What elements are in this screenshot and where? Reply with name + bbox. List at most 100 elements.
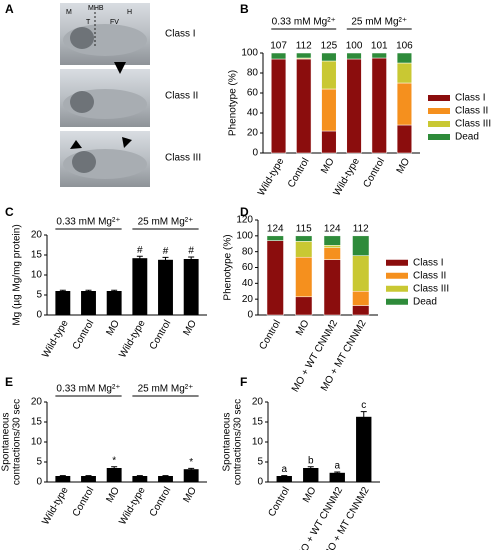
error-bar	[85, 289, 92, 292]
x-tick-label: Wild-type	[40, 485, 71, 527]
y-tick-label: 5	[36, 457, 42, 468]
y-tick-label: 60	[242, 262, 254, 273]
legend-label: Class I	[455, 93, 486, 104]
legend-swatch	[386, 285, 408, 292]
n-label: 106	[396, 41, 413, 52]
annotation: c	[361, 400, 366, 411]
y-axis-label: Spontaneous	[222, 413, 233, 472]
legend-swatch	[386, 259, 408, 266]
legend-swatch	[428, 95, 450, 101]
bar	[158, 259, 173, 315]
y-tick-label: 60	[247, 88, 259, 99]
x-tick-label: Wild-type	[256, 156, 287, 198]
error-bar	[59, 289, 66, 292]
error-bar	[111, 466, 118, 470]
bar-segment	[352, 235, 370, 256]
legend-swatch	[428, 121, 450, 127]
bar-segment	[346, 58, 362, 154]
bar-segment	[352, 255, 370, 292]
bar	[106, 468, 122, 482]
x-tick-label: Wild-type	[117, 485, 148, 527]
x-tick-label: MO	[104, 318, 122, 338]
group-label: 0.33 mM Mg²⁺	[56, 217, 120, 228]
bar-segment	[323, 245, 341, 248]
panel-label: F	[240, 375, 247, 389]
panel-label: A	[5, 2, 14, 16]
y-axis-label: Spontaneous	[1, 413, 12, 472]
bar	[183, 469, 199, 482]
y-tick-label: 15	[31, 250, 43, 261]
photo-annotation: T	[86, 19, 91, 26]
error-bar	[307, 466, 314, 470]
n-label: 112	[296, 41, 312, 52]
bar	[81, 476, 96, 482]
bar-segment	[266, 235, 284, 241]
y-axis-label: Phenotype (%)	[228, 70, 239, 136]
bar-segment	[352, 291, 370, 306]
y-tick-label: 15	[31, 417, 43, 428]
y-tick-label: 5	[257, 457, 263, 468]
x-tick-label: MO	[395, 156, 413, 176]
legend-swatch	[428, 134, 450, 140]
y-tick-label: 100	[236, 230, 253, 241]
x-tick-label: MO	[294, 318, 312, 338]
bar-segment	[295, 241, 313, 258]
bar-segment	[295, 256, 313, 298]
bar-segment	[295, 296, 313, 316]
photo: M MHB H T FV	[60, 3, 150, 65]
group-label: 25 mM Mg²⁺	[351, 17, 407, 28]
y-tick-label: 100	[241, 48, 258, 59]
bar-segment	[396, 52, 412, 64]
bar-segment	[321, 88, 337, 132]
group-label: 0.33 mM Mg²⁺	[272, 17, 336, 28]
bar-segment	[396, 124, 412, 154]
y-tick-label: 80	[242, 246, 254, 257]
y-tick-label: 20	[247, 128, 259, 139]
panel-label: B	[240, 2, 249, 16]
x-tick-label: Control	[286, 156, 312, 189]
annotation: #	[137, 245, 143, 256]
y-tick-label: 10	[31, 270, 43, 281]
bar-segment	[396, 62, 412, 84]
legend-label: Dead	[455, 132, 479, 143]
y-axis-label: contractions/30 sec	[233, 399, 244, 485]
bar	[132, 476, 148, 482]
n-label: 107	[270, 41, 287, 52]
panel-label: E	[5, 375, 13, 389]
y-tick-label: 20	[252, 397, 264, 408]
error-bar	[281, 475, 288, 477]
y-tick-label: 0	[36, 310, 42, 321]
annotation: b	[308, 455, 314, 466]
y-axis-label: Mg (µg Mg/mg protein)	[12, 224, 23, 325]
bar-segment	[266, 240, 284, 316]
photo-annotation: M	[66, 9, 72, 16]
error-bar	[59, 475, 66, 477]
n-label: 124	[267, 223, 284, 234]
y-tick-label: 20	[31, 230, 43, 241]
photo	[60, 131, 150, 187]
bar	[303, 468, 319, 482]
n-label: 125	[321, 41, 338, 52]
annotation: a	[281, 464, 287, 475]
legend-swatch	[428, 108, 450, 114]
y-tick-label: 15	[252, 417, 264, 428]
y-tick-label: 10	[31, 437, 43, 448]
bar-segment	[271, 52, 287, 60]
x-tick-label: MO	[301, 485, 319, 505]
x-tick-label: MO	[104, 485, 122, 505]
y-tick-label: 0	[36, 477, 42, 488]
n-label: 101	[371, 41, 388, 52]
y-tick-label: 40	[247, 108, 259, 119]
legend-label: Dead	[413, 296, 437, 307]
annotation: *	[189, 457, 193, 468]
x-tick-label: Control	[361, 156, 387, 189]
y-axis-label: Phenotype (%)	[223, 234, 234, 300]
error-bar	[111, 289, 118, 292]
bar-segment	[321, 60, 337, 90]
class-label: Class I	[165, 29, 196, 40]
legend-swatch	[386, 298, 408, 305]
y-tick-label: 20	[31, 397, 43, 408]
bar-segment	[321, 130, 337, 154]
legend-swatch	[386, 272, 408, 279]
